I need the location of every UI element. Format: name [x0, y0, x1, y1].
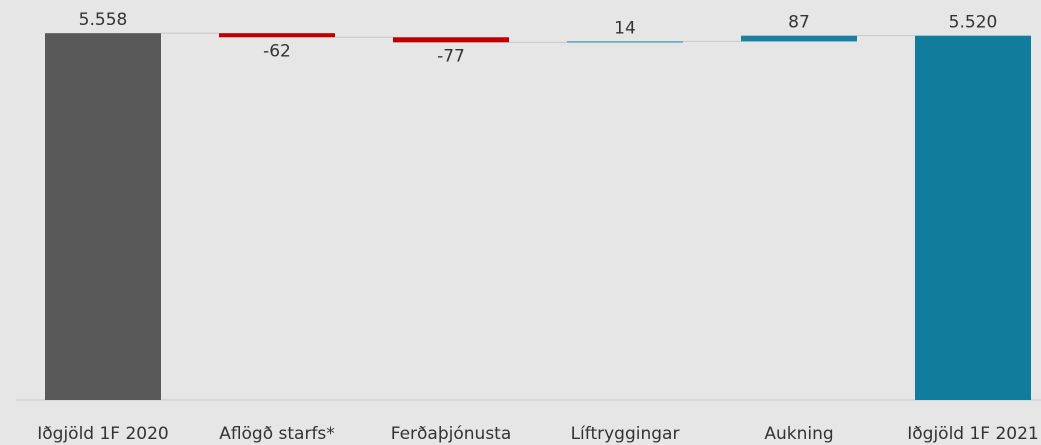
- value-label: -62: [263, 41, 291, 61]
- x-tick-label: Iðgjöld 1F 2020: [37, 424, 169, 444]
- bar: [45, 33, 161, 401]
- x-tick-label: Ferðaþjónusta: [391, 424, 512, 444]
- x-tick-label: Líftryggingar: [571, 424, 680, 444]
- x-tick-label: Aflögð starfs*: [219, 424, 335, 444]
- x-tick-label: Iðgjöld 1F 2021: [907, 424, 1039, 444]
- bar: [219, 33, 335, 38]
- bar: [567, 41, 683, 43]
- x-tick-label: Aukning: [764, 424, 833, 444]
- value-label: -77: [437, 46, 465, 66]
- bar: [741, 35, 857, 42]
- bar: [915, 35, 1031, 401]
- value-label: 14: [614, 18, 636, 38]
- value-label: 5.558: [79, 10, 128, 30]
- bar: [393, 37, 509, 43]
- value-label: 87: [788, 13, 810, 33]
- value-label: 5.520: [949, 13, 998, 33]
